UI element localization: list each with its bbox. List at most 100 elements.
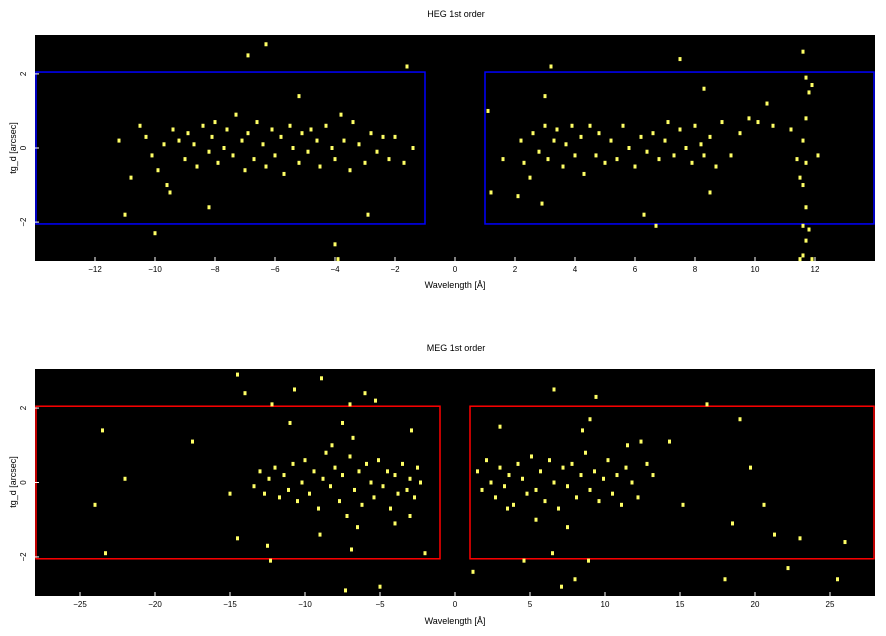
meg-x-tick-label: 5 bbox=[528, 600, 533, 609]
meg-y-tick-label: 0 bbox=[19, 480, 28, 485]
heg-chart-title: HEG 1st order bbox=[427, 9, 485, 19]
heg-data-point bbox=[756, 120, 760, 125]
meg-data-point bbox=[626, 443, 629, 448]
heg-data-point bbox=[684, 146, 688, 150]
heg-data-point bbox=[570, 123, 574, 128]
heg-x-axis-label: Wavelength [Å] bbox=[425, 280, 486, 290]
heg-data-points bbox=[117, 42, 820, 262]
heg-data-point bbox=[663, 138, 667, 143]
heg-data-point bbox=[207, 149, 211, 154]
heg-data-point bbox=[807, 227, 811, 232]
meg-data-point bbox=[273, 465, 277, 470]
heg-data-point bbox=[309, 127, 313, 132]
heg-data-point bbox=[246, 53, 250, 58]
heg-data-point bbox=[162, 142, 166, 147]
meg-data-point bbox=[377, 458, 380, 463]
heg-data-point bbox=[564, 142, 568, 147]
meg-data-point bbox=[408, 476, 412, 481]
meg-data-point bbox=[480, 487, 484, 492]
meg-data-point bbox=[552, 387, 556, 392]
heg-data-point bbox=[270, 127, 274, 132]
meg-data-point bbox=[587, 558, 590, 563]
heg-data-point bbox=[549, 64, 553, 69]
heg-data-point bbox=[231, 153, 235, 158]
meg-data-point bbox=[620, 502, 623, 507]
meg-data-point bbox=[263, 491, 266, 496]
meg-data-point bbox=[282, 473, 286, 478]
meg-data-point bbox=[365, 461, 368, 466]
meg-data-point bbox=[534, 517, 538, 522]
meg-data-point bbox=[494, 495, 497, 500]
heg-data-point bbox=[615, 157, 619, 162]
heg-data-point bbox=[537, 149, 541, 154]
heg-y-axis: −2 0 2 bbox=[19, 71, 39, 227]
meg-data-point bbox=[506, 506, 509, 511]
heg-data-point bbox=[186, 131, 190, 136]
meg-data-point bbox=[372, 495, 376, 500]
heg-data-point bbox=[501, 157, 505, 162]
heg-data-point bbox=[804, 238, 808, 243]
heg-x-tick-label: −4 bbox=[330, 265, 340, 274]
heg-data-point bbox=[645, 149, 649, 154]
meg-y-tick-label: −2 bbox=[19, 552, 28, 562]
meg-data-point bbox=[476, 469, 479, 474]
meg-data-point bbox=[329, 484, 332, 489]
heg-data-point bbox=[801, 223, 805, 228]
meg-data-point bbox=[243, 391, 247, 396]
meg-data-point bbox=[228, 491, 232, 496]
meg-data-point bbox=[123, 476, 127, 481]
meg-x-tick-label: 20 bbox=[751, 600, 760, 609]
meg-data-point bbox=[584, 450, 587, 455]
heg-data-point bbox=[273, 153, 277, 158]
meg-data-point bbox=[321, 476, 325, 481]
meg-data-point bbox=[405, 487, 409, 492]
meg-data-point bbox=[393, 473, 397, 478]
heg-data-point bbox=[138, 123, 142, 128]
meg-data-point bbox=[588, 417, 592, 422]
meg-data-point bbox=[731, 521, 734, 526]
heg-data-point bbox=[666, 120, 670, 125]
meg-data-point bbox=[300, 480, 304, 485]
meg-data-point bbox=[287, 487, 290, 492]
heg-data-point bbox=[210, 134, 214, 139]
heg-data-point bbox=[543, 123, 547, 128]
heg-x-tick-label: 10 bbox=[751, 265, 760, 274]
meg-data-point bbox=[543, 499, 547, 504]
heg-x-tick-label: 2 bbox=[513, 265, 518, 274]
meg-data-point bbox=[101, 428, 104, 433]
heg-data-point bbox=[315, 138, 319, 143]
heg-data-point bbox=[594, 153, 598, 158]
meg-data-point bbox=[291, 461, 295, 466]
heg-data-point bbox=[213, 120, 217, 125]
heg-data-point bbox=[405, 64, 409, 69]
meg-data-point bbox=[561, 465, 565, 470]
meg-data-point bbox=[624, 465, 628, 470]
meg-data-point bbox=[341, 420, 344, 425]
meg-data-point bbox=[423, 551, 427, 556]
heg-data-point bbox=[531, 131, 535, 136]
meg-data-point bbox=[396, 491, 400, 496]
heg-data-point bbox=[708, 190, 712, 195]
meg-data-point bbox=[317, 506, 320, 511]
meg-x-tick-label: −5 bbox=[375, 600, 385, 609]
meg-x-tick-label: −20 bbox=[148, 600, 162, 609]
meg-data-point bbox=[566, 525, 569, 530]
heg-data-point bbox=[807, 90, 811, 95]
heg-data-point bbox=[702, 153, 706, 158]
meg-data-point bbox=[551, 551, 554, 556]
meg-data-point bbox=[344, 588, 347, 593]
meg-data-point bbox=[597, 499, 601, 504]
heg-x-tick-label: 12 bbox=[811, 265, 820, 274]
heg-data-point bbox=[795, 157, 799, 162]
heg-data-point bbox=[264, 42, 268, 47]
heg-data-point bbox=[552, 138, 556, 143]
heg-data-point bbox=[690, 160, 694, 165]
heg-data-point bbox=[195, 164, 199, 169]
meg-x-axis-label: Wavelength [Å] bbox=[425, 616, 486, 626]
heg-data-point bbox=[333, 242, 337, 247]
meg-data-point bbox=[651, 473, 655, 478]
heg-data-point bbox=[387, 157, 391, 162]
heg-data-point bbox=[261, 142, 265, 147]
heg-x-tick-label: 8 bbox=[693, 265, 698, 274]
meg-data-point bbox=[191, 439, 194, 444]
